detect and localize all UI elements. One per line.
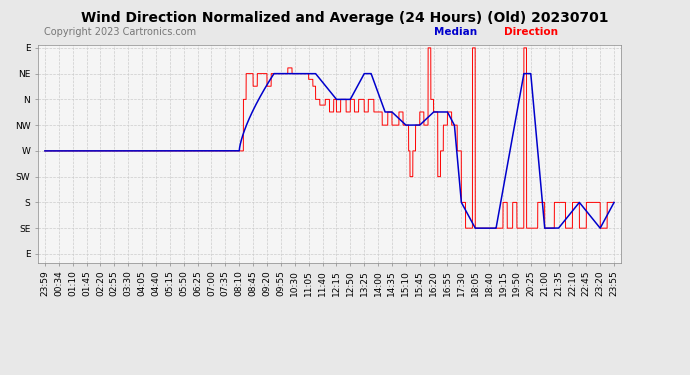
Text: Direction: Direction (504, 27, 558, 38)
Text: Median: Median (435, 27, 477, 38)
Text: Copyright 2023 Cartronics.com: Copyright 2023 Cartronics.com (43, 27, 196, 38)
Text: Wind Direction Normalized and Average (24 Hours) (Old) 20230701: Wind Direction Normalized and Average (2… (81, 11, 609, 25)
